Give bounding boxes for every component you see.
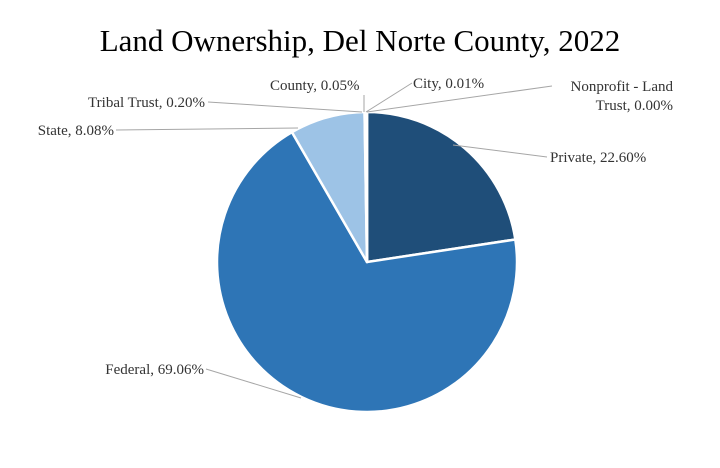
leader-lines xyxy=(115,82,553,399)
data-label-private: Private, 22.60% xyxy=(550,150,646,166)
leader-line-nonprofit-land-trust xyxy=(366,85,553,113)
pie-slices xyxy=(215,110,519,414)
data-label-federal: Federal, 69.06% xyxy=(105,362,204,378)
leader-line-private xyxy=(452,144,548,158)
chart-title: Land Ownership, Del Norte County, 2022 xyxy=(99,23,621,58)
data-label-county: County, 0.05% xyxy=(270,78,359,94)
pie-slice-private xyxy=(365,110,517,264)
data-label-tribal-trust: Tribal Trust, 0.20% xyxy=(88,95,205,111)
leader-line-tribal-trust xyxy=(207,101,363,113)
leader-line-state xyxy=(115,127,299,131)
pie-slice-federal xyxy=(215,130,519,414)
data-label-city: City, 0.01% xyxy=(413,76,484,92)
data-labels: Private, 22.60% Federal, 69.06% State, 8.0… xyxy=(38,76,674,378)
data-label-nonprofit-land-trust: Nonprofit - Land Trust, 0.00% xyxy=(571,79,674,114)
data-label-state: State, 8.08% xyxy=(38,123,114,139)
leader-line-city xyxy=(365,82,413,113)
leader-line-federal xyxy=(205,368,302,399)
